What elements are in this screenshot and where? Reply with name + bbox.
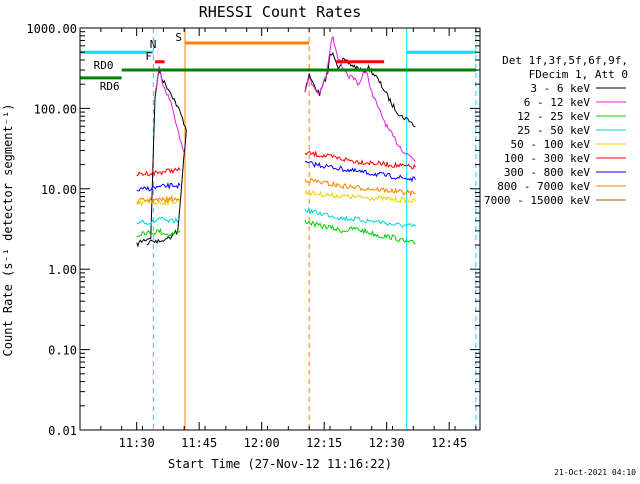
plot-layer: N S F RD0 RD6: [80, 28, 477, 430]
y-axis-label: Count Rate (s⁻¹ detector segment⁻¹): [1, 104, 15, 357]
y-tick-label-5: 1000.00: [26, 22, 77, 36]
series-line-5-seg2: [304, 150, 416, 170]
legend: Det 1f,3f,5f,6f,9f,FDecim 1, Att 03 - 6 …: [484, 54, 628, 207]
series-line-6-seg1: [136, 181, 181, 192]
band-label-3: S: [175, 31, 182, 44]
band-label-1: N: [150, 38, 157, 51]
series-line-0-seg1: [136, 69, 187, 248]
x-tick-label-5: 12:45: [431, 436, 467, 450]
legend-label-8: 7000 - 15000 keV: [484, 194, 590, 207]
footer-timestamp: 21-Oct-2021 04:10: [554, 468, 636, 477]
y-tick-label-2: 1.00: [48, 263, 77, 277]
x-axis-label: Start Time (27-Nov-12 11:16:22): [168, 457, 392, 471]
plot-frame: [79, 27, 481, 431]
series-line-4-seg1: [136, 198, 181, 207]
legend-label-0: 3 - 6 keV: [530, 82, 590, 95]
y-tick-label-4: 100.00: [34, 102, 77, 116]
series-line-6-seg2: [304, 160, 416, 183]
x-tick-label-1: 11:45: [181, 436, 217, 450]
series-line-2-seg2: [304, 219, 416, 245]
band-label-6: RD0: [94, 59, 114, 72]
chart-title: RHESSI Count Rates: [199, 3, 362, 21]
legend-header-0: Det 1f,3f,5f,6f,9f,: [502, 54, 628, 67]
series-line-7-seg2: [304, 177, 416, 198]
legend-header-1: FDecim 1, Att 0: [529, 68, 628, 81]
series-line-3-seg2: [304, 206, 416, 228]
series-line-3-seg1: [136, 216, 181, 227]
legend-label-2: 12 - 25 keV: [517, 110, 590, 123]
series-line-5-seg1: [136, 166, 181, 177]
x-tick-label-0: 11:30: [119, 436, 155, 450]
legend-label-6: 300 - 800 keV: [504, 166, 590, 179]
legend-label-7: 800 - 7000 keV: [497, 180, 590, 193]
legend-label-4: 50 - 100 keV: [511, 138, 591, 151]
x-tick-label-2: 12:00: [244, 436, 280, 450]
y-tick-label-3: 10.00: [41, 183, 77, 197]
legend-label-5: 100 - 300 keV: [504, 152, 590, 165]
series-line-2-seg1: [136, 227, 181, 238]
series-line-4-seg2: [304, 189, 416, 205]
y-tick-label-0: 0.01: [48, 424, 77, 438]
series-line-0-seg2: [304, 52, 416, 128]
x-tick-label-3: 12:15: [306, 436, 342, 450]
series-line-7-seg1: [136, 194, 181, 205]
y-tick-label-1: 0.10: [48, 344, 77, 358]
band-label-7: RD6: [100, 80, 120, 93]
legend-label-3: 25 - 50 keV: [517, 124, 590, 137]
series-line-1-seg2: [304, 35, 416, 162]
legend-label-1: 6 - 12 keV: [524, 96, 591, 109]
tick-layer: 11:30 11:45 12:00 12:15 12:30 12:45 0.01 0.10 1.…: [26, 22, 480, 450]
band-label-4: F: [145, 50, 152, 63]
x-tick-label-4: 12:30: [369, 436, 405, 450]
